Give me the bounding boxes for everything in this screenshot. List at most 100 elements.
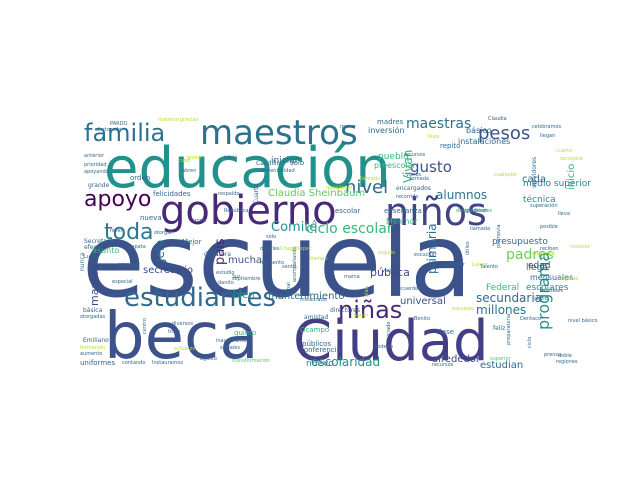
word-85: contando (122, 360, 145, 366)
word-25: mantenimiento (268, 291, 344, 302)
word-144: formación (80, 344, 105, 351)
word-103: Caudillo (256, 160, 280, 167)
word-120: recuerden (396, 286, 421, 292)
word-10: toda (104, 220, 154, 245)
cloud-canvas (79, 119, 585, 372)
word-124: menor (340, 124, 357, 130)
word-45: presupuesto (492, 237, 548, 247)
word-8: familia (84, 119, 165, 147)
word-2: beca (104, 300, 258, 374)
word-114: Claudia (488, 116, 507, 122)
word-147: orgullo (378, 250, 395, 256)
word-37: inicio (566, 164, 577, 190)
word-146: Chapultepec (280, 246, 312, 252)
word-104: Cuarta (253, 184, 260, 204)
word-7: estudiantes (124, 283, 276, 313)
word-178: Dentaco (520, 316, 541, 322)
word-61: orden (130, 174, 150, 182)
word-105: encargados (396, 185, 431, 192)
word-35: manera (88, 264, 101, 306)
word-36: Jefa (153, 240, 167, 264)
word-136: Sur (232, 274, 241, 280)
word-93: otorgar (154, 230, 173, 236)
word-133: momento (260, 260, 284, 266)
word-127: gusto (187, 155, 201, 161)
word-89: centro (142, 318, 148, 334)
word-131: sólo (266, 233, 276, 240)
word-164: desigualdades (456, 208, 493, 214)
word-174: posible (540, 224, 558, 230)
word-0: escuela (82, 202, 472, 321)
word-100: útiles (464, 241, 471, 255)
word-80: nunca (79, 252, 86, 271)
word-13: maestras (406, 116, 471, 132)
word-160: Benito (414, 316, 430, 322)
word-77: Emiliano (83, 337, 109, 344)
word-101: vivan (382, 268, 396, 274)
word-183: cualquier (494, 172, 518, 178)
word-112: grande (88, 182, 110, 189)
word-59: enseñanza (384, 207, 422, 215)
word-58: Melchor (386, 217, 418, 226)
word-28: pública (370, 266, 410, 279)
word-149: estudio (216, 270, 234, 276)
word-32: Claudia Sheinbaum (268, 188, 365, 199)
word-14: nivel (345, 177, 388, 198)
word-4: maestros (200, 113, 358, 153)
word-177: escuelas (452, 306, 474, 312)
word-110: prioridad (84, 162, 107, 168)
word-132: decirles (260, 246, 280, 252)
word-39: técnica (523, 194, 556, 205)
word-182: llamado (360, 176, 380, 182)
word-116: llamada (470, 226, 490, 232)
word-108: doctorado (96, 127, 121, 133)
word-111: apoyando (84, 169, 109, 175)
word-67: conferencia (300, 346, 341, 354)
word-54: básico (466, 126, 492, 135)
word-155: nivel (110, 228, 122, 234)
word-122: material (158, 117, 179, 123)
word-140: instaurado (300, 297, 327, 303)
word-150: evitar (354, 313, 369, 319)
word-92: sociales (220, 345, 240, 351)
word-90: diversos (172, 321, 193, 327)
word-94: recursos (432, 362, 454, 368)
word-48: escolares (526, 283, 569, 293)
word-15: gusto (410, 158, 452, 176)
word-143: aumento (80, 351, 102, 357)
word-141: iniciado (386, 322, 392, 341)
word-23: estudian (480, 360, 523, 371)
word-70: clase (436, 328, 454, 336)
word-109: anterior (84, 153, 105, 159)
word-65: Ocampo (300, 326, 329, 334)
word-118: obvio (534, 296, 548, 302)
word-157: hijos (428, 134, 440, 140)
word-87: transformación (232, 357, 270, 364)
word-166: conocer (570, 244, 591, 250)
word-83: básica (83, 307, 103, 314)
word-171: agradecer (462, 208, 488, 214)
word-73: uniformes (80, 359, 115, 367)
word-76: Secretaría (84, 238, 115, 245)
word-126: inició (224, 154, 237, 161)
word-22: escolaridad (311, 355, 380, 369)
word-98: preparatoria (506, 314, 512, 345)
word-40: medio superior (523, 179, 591, 189)
word-153: mencionar (326, 185, 354, 191)
word-5: gobierno (160, 188, 337, 234)
word-27: país (213, 238, 228, 265)
word-41: nuevo (306, 359, 334, 369)
word-97: doble (558, 353, 572, 359)
word-56: solo (290, 159, 304, 167)
word-82: especial (112, 279, 133, 285)
word-169: ingreso (560, 276, 578, 282)
word-158: cuarto (556, 148, 572, 154)
word-33: bien (233, 290, 255, 301)
word-138: dando (218, 280, 234, 286)
word-162: nivel básico (568, 317, 598, 324)
word-68: amistad (304, 314, 328, 321)
word-135: sentir (282, 264, 297, 270)
word-21: millones (476, 303, 526, 317)
